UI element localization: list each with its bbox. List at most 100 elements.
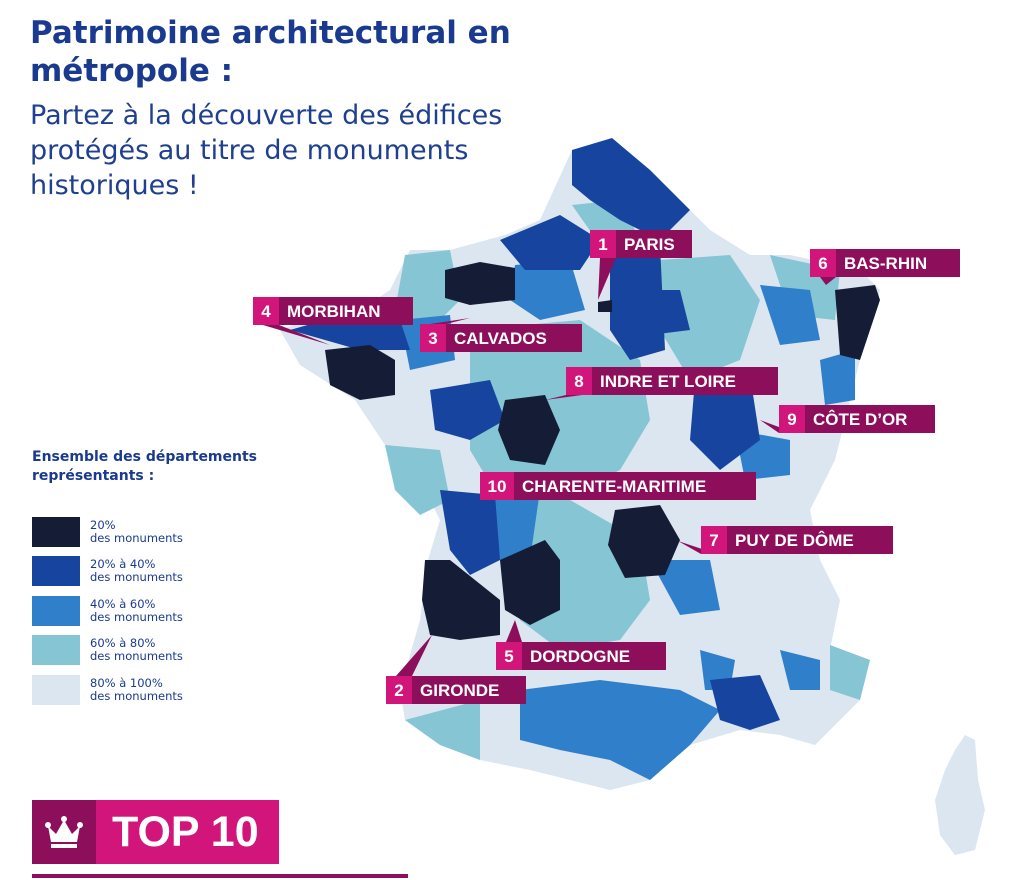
region-dark-picardie xyxy=(500,215,600,270)
marker-rank-box xyxy=(779,405,805,433)
marker-background xyxy=(566,367,778,395)
marker-rank-box xyxy=(590,230,616,258)
marker-rank: 4 xyxy=(261,302,271,321)
region-darkest-dordogne xyxy=(500,540,560,625)
marker-pointer xyxy=(545,395,582,400)
region-dark-vendee xyxy=(440,490,500,575)
crown-icon xyxy=(32,800,96,864)
region-darkest-puydedome xyxy=(608,505,680,578)
legend-swatch xyxy=(32,595,80,626)
map-regions xyxy=(280,138,985,855)
marker-background xyxy=(480,472,756,500)
marker-name: MORBIHAN xyxy=(287,302,381,321)
top10-label: TOP 10 xyxy=(96,800,279,864)
marker-rank-box xyxy=(420,324,446,352)
map-title: Patrimoine architectural en métropole : xyxy=(30,15,511,89)
region-darkest-indreetloire xyxy=(498,395,560,465)
region-darkest-basrhin xyxy=(835,285,880,360)
top10-banner: TOP 10 xyxy=(32,800,279,864)
marker-name: PUY DE DÔME xyxy=(735,531,854,550)
region-teal-east xyxy=(660,255,760,380)
region-darkest-paris xyxy=(598,300,612,312)
region-mid-east xyxy=(760,285,820,345)
corsica xyxy=(935,735,985,855)
legend-label: 20% à 40% des monuments xyxy=(90,557,183,585)
marker-morbihan: 4 MORBIHAN xyxy=(253,297,413,345)
region-mid-lorraine xyxy=(820,350,855,405)
region-dark-mayenne xyxy=(430,380,505,440)
top10-markers: 1 PARIS 2 GIRONDE 3 CALVADOS 4 MORBIHAN 5 DORDOGN… xyxy=(253,230,960,704)
marker-rank: 6 xyxy=(818,254,827,273)
legend-label: 20% des monuments xyxy=(90,517,183,545)
marker-name: CHARENTE-MARITIME xyxy=(522,477,706,496)
marker-pointer xyxy=(820,277,836,285)
marker-name: BAS-RHIN xyxy=(844,254,927,273)
region-teal-pyrenees xyxy=(405,700,480,760)
legend: 20% des monuments 20% à 40% des monument… xyxy=(32,512,183,710)
legend-swatch xyxy=(32,556,80,587)
marker-name: CÔTE D’OR xyxy=(813,410,907,429)
legend-label: 60% à 80% des monuments xyxy=(90,636,183,664)
marker-dordogne: 5 DORDOGNE xyxy=(496,620,666,670)
marker-pointer xyxy=(598,258,616,300)
legend-label: 80% à 100% des monuments xyxy=(90,675,183,703)
marker-calvados: 3 CALVADOS xyxy=(420,318,582,352)
marker-rank-box xyxy=(480,472,514,500)
region-dark-vosges xyxy=(640,290,690,335)
marker-rank-box xyxy=(701,526,727,554)
region-teal-alpes xyxy=(830,645,870,700)
marker-c-te-d-or: 9 CÔTE D’OR xyxy=(760,405,935,433)
marker-pointer xyxy=(263,325,330,345)
region-mid-normandy xyxy=(510,260,585,320)
region-darkest-calvados xyxy=(445,262,515,305)
legend-item: 40% à 60% des monuments xyxy=(32,591,183,631)
marker-charente-maritime: 10 CHARENTE-MARITIME xyxy=(480,472,756,500)
legend-item: 60% à 80% des monuments xyxy=(32,631,183,671)
marker-rank: 2 xyxy=(394,681,403,700)
region-dark-north xyxy=(572,138,690,240)
marker-rank: 10 xyxy=(488,477,507,496)
marker-name: PARIS xyxy=(624,235,675,254)
legend-item: 80% à 100% des monuments xyxy=(32,670,183,710)
region-darkest-gironde xyxy=(422,560,500,640)
map-subtitle: Partez à la découverte des édifices prot… xyxy=(30,100,503,201)
region-darkest-morbihan xyxy=(325,345,395,400)
marker-name: GIRONDE xyxy=(420,681,499,700)
marker-background xyxy=(420,324,582,352)
region-mid-provence xyxy=(780,650,820,690)
marker-rank: 7 xyxy=(709,531,718,550)
legend-swatch xyxy=(32,674,80,705)
legend-title: Ensemble des départements représentants … xyxy=(32,449,258,484)
marker-pointer xyxy=(430,318,470,324)
legend-item: 20% à 40% des monuments xyxy=(32,552,183,592)
marker-name: CALVADOS xyxy=(454,329,547,348)
marker-rank: 3 xyxy=(428,329,437,348)
region-dark-provence xyxy=(710,675,780,730)
divider xyxy=(32,874,408,878)
region-mid-south xyxy=(520,680,720,780)
marker-pointer xyxy=(396,635,432,676)
marker-rank: 8 xyxy=(574,372,583,391)
marker-rank-box xyxy=(810,249,836,277)
region-mid-auvergne xyxy=(650,560,720,615)
marker-puy-de-d-me: 7 PUY DE DÔME xyxy=(678,526,893,554)
legend-swatch xyxy=(32,516,80,547)
marker-name: DORDOGNE xyxy=(530,647,630,666)
marker-rank-box xyxy=(496,642,522,670)
marker-pointer xyxy=(506,620,522,642)
marker-paris: 1 PARIS xyxy=(590,230,692,300)
marker-background xyxy=(701,526,893,554)
marker-background xyxy=(253,297,413,325)
marker-rank-box xyxy=(386,676,412,704)
marker-rank-box xyxy=(566,367,592,395)
marker-indre-et-loire: 8 INDRE ET LOIRE xyxy=(545,367,778,400)
legend-item: 20% des monuments xyxy=(32,512,183,552)
legend-swatch xyxy=(32,635,80,666)
marker-rank: 9 xyxy=(787,410,796,429)
marker-rank-box xyxy=(253,297,279,325)
region-dark-cotedor xyxy=(690,375,760,470)
legend-label: 40% à 60% des monuments xyxy=(90,596,183,624)
marker-rank: 1 xyxy=(598,235,607,254)
marker-gironde: 2 GIRONDE xyxy=(386,635,526,704)
